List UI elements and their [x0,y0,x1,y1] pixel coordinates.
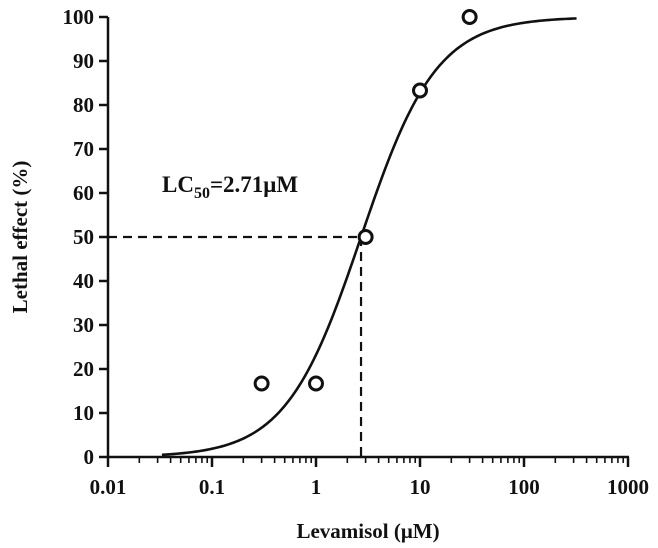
data-point-4 [461,9,478,25]
y-tick-label-50: 50 [73,225,94,249]
x-axis-title: Levamisol (μM) [296,519,439,543]
x-tick-label-1000: 1000 [607,475,649,499]
data-points [253,9,478,392]
data-point-0 [253,375,270,392]
x-tick-label-1: 1 [311,475,322,499]
y-tick-label-60: 60 [73,181,94,205]
lc50-annotation: LC50=2.71μM [162,172,298,202]
x-tick-label-0.01: 0.01 [90,475,127,499]
y-tick-label-100: 100 [63,5,95,29]
y-tick-label-80: 80 [73,93,94,117]
tick-labels: 0 10 20 30 40 50 60 70 80 90 100 0.01 0.1 1 10 100 1000 [63,5,650,499]
axes [99,15,630,467]
x-tick-label-100: 100 [508,475,540,499]
y-tick-label-0: 0 [84,445,95,469]
y-tick-label-20: 20 [73,357,94,381]
y-tick-label-90: 90 [73,49,94,73]
y-tick-label-40: 40 [73,269,94,293]
data-point-3 [412,82,428,99]
lc50-annotation-value: =2.71μM [210,172,298,197]
y-tick-label-10: 10 [73,401,94,425]
fit-curve-layer [161,17,577,457]
y-tick-label-30: 30 [73,313,94,337]
lc50-reference-lines [108,235,363,457]
lc50-annotation-prefix: LC [162,172,194,197]
data-point-2 [357,229,374,245]
x-tick-label-0.1: 0.1 [199,475,225,499]
fit-curve-line [161,17,577,457]
data-point-1 [308,375,324,392]
y-axis-title: Lethal effect (%) [8,161,32,314]
lc50-annotation-subscript: 50 [194,185,210,202]
x-tick-label-10: 10 [410,475,431,499]
y-tick-label-70: 70 [73,137,94,161]
